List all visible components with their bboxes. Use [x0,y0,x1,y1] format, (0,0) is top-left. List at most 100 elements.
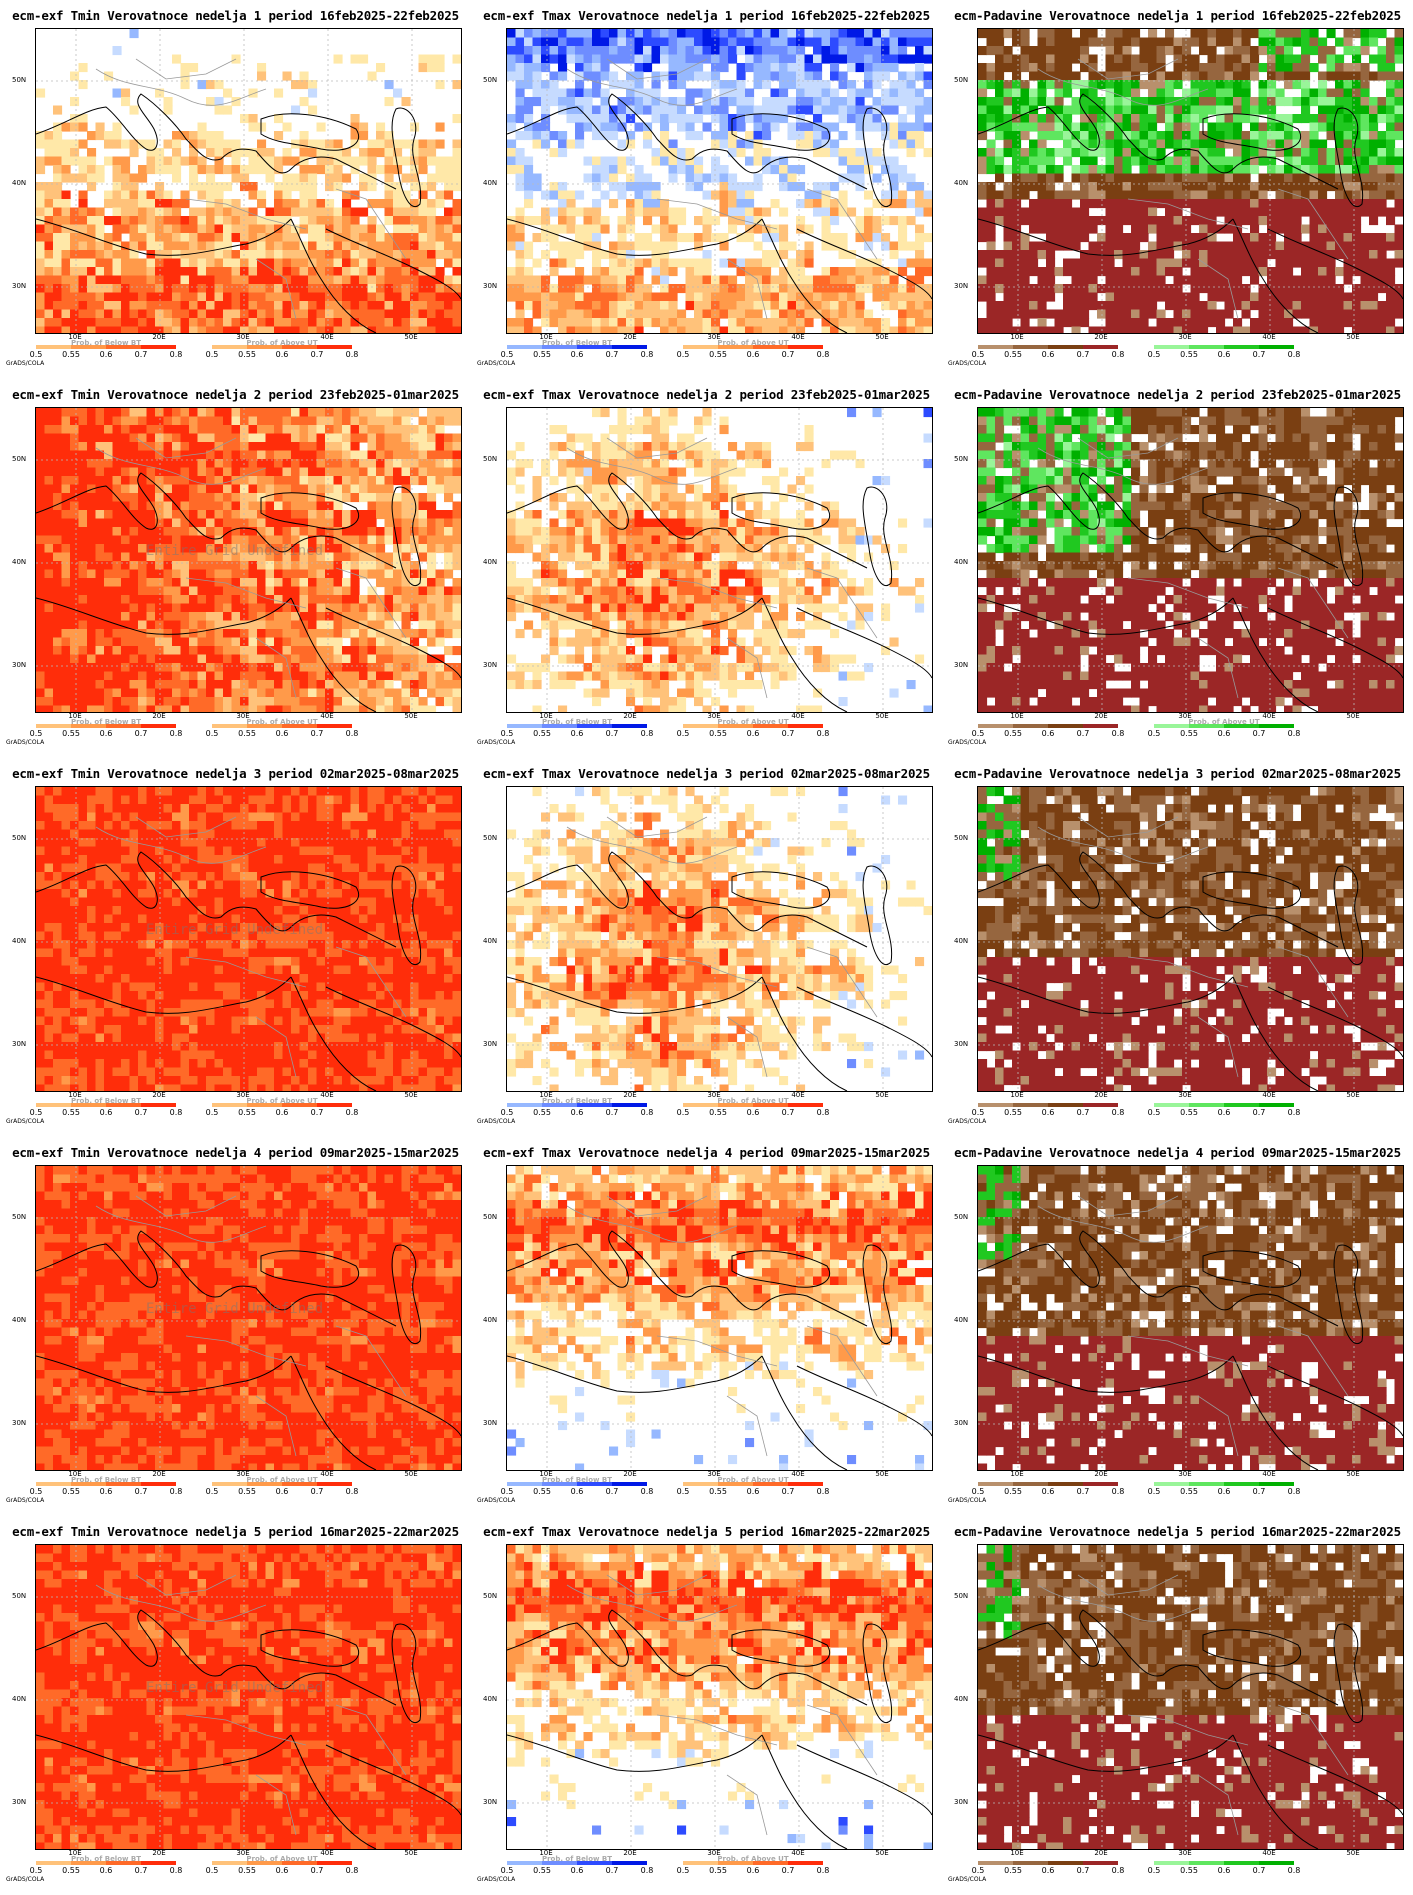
colorbar-swatch [141,1103,176,1107]
colorbar-tick: 0.55 [709,1487,727,1496]
country-border [1127,577,1249,609]
longitude-tick: 50E [1346,1470,1359,1478]
colorbar-right: Prob. of Above UT 0.5 0.55 0.6 0.7 0.8 [206,1097,359,1117]
coastline [1202,492,1301,530]
latitude-tick: 40N [483,179,497,187]
country-border [606,58,708,80]
colorbar-tick: 0.7 [606,350,619,359]
panel-title: ecm-exf Tmax Verovatnoce nedelja 2 perio… [471,387,942,402]
map-frame [506,1544,933,1850]
longitude-tick: 30E [707,1091,720,1099]
colorbar-swatch [1154,1482,1189,1486]
colorbar-swatch [577,1103,612,1107]
country-border [335,946,407,1018]
colorbar-tick: 0.6 [747,1866,760,1875]
colorbar-tick: 0.5 [206,1108,219,1117]
forecast-panel-precip: ecm-Padavine Verovatnoce nedelja 1 perio… [942,0,1413,379]
colorbar-swatch [1013,1482,1048,1486]
coastline [391,865,422,965]
grads-credit: GrADS/COLA [948,739,986,746]
colorbar-tick: 0.5 [206,1487,219,1496]
longitude-tick: 20E [1094,1470,1107,1478]
colorbar-swatch [141,345,176,349]
country-border [255,1016,297,1078]
longitude-tick: 40E [791,333,804,341]
colorbar-swatch [1083,1103,1118,1107]
colorbar-swatch [106,345,141,349]
latitude-tick: 30N [483,1040,497,1048]
longitude-tick: 50E [875,1091,888,1099]
colorbar-tick: 0.7 [135,729,148,738]
colorbar-tick: 0.7 [606,729,619,738]
colorbar-tick: 0.6 [571,350,584,359]
map-frame [35,28,462,334]
forecast-map-canvas [978,1166,1403,1470]
colorbar-tick: 0.55 [62,1866,80,1875]
coastline [391,1244,422,1344]
colorbar-right: Prob. of Above UT 0.5 0.55 0.6 0.7 0.8 [677,1097,830,1117]
colorbar-tick: 0.55 [1004,1866,1022,1875]
country-border [726,1016,768,1078]
colorbar-tick: 0.7 [1253,1487,1266,1496]
colorbar-tick: 0.8 [1288,1866,1301,1875]
coastline [862,865,893,965]
country-border [726,1395,768,1457]
country-border [95,447,267,485]
colorbar-left: 0.5 0.55 0.6 0.7 0.8 [972,1482,1124,1496]
colorbar-right: Prob. of Above UT 0.5 0.55 0.6 0.7 0.8 [677,1476,830,1496]
colorbar-tick: 0.6 [1218,1866,1231,1875]
colorbar-tick: 0.7 [1077,1487,1090,1496]
latitude-tick: 30N [12,1798,26,1806]
longitude-tick: 30E [236,1091,249,1099]
longitude-tick: 30E [1178,712,1191,720]
country-border [1127,1335,1249,1367]
latitude-tick: 40N [12,179,26,187]
longitude-tick: 20E [1094,712,1107,720]
panel-title: ecm-exf Tmin Verovatnoce nedelja 2 perio… [0,387,471,402]
colorbar-tick: 0.6 [747,350,760,359]
country-border [335,1704,407,1776]
colorbar-swatch [788,1482,823,1486]
colorbar-swatch [978,1103,1013,1107]
country-border [726,1774,768,1836]
colorbar-tick: 0.8 [1288,1108,1301,1117]
colorbar-swatch [247,1482,282,1486]
colorbar-left: Prob. of Below BT 0.5 0.55 0.6 0.7 0.8 [30,339,183,359]
colorbar-tick: 0.7 [1077,1866,1090,1875]
colorbar-tick: 0.6 [100,1487,113,1496]
coastline [978,597,1234,635]
coastline [260,113,359,151]
coastline [796,1744,932,1816]
latitude-tick: 30N [954,661,968,669]
colorbar-tick: 0.55 [238,729,256,738]
colorbar-swatch [683,345,718,349]
colorbar-title: Prob. of Below BT [507,1097,647,1105]
longitude-tick: 30E [1178,1470,1191,1478]
latitude-tick: 40N [954,937,968,945]
map-frame: Entire Grid Undefined [35,407,462,713]
coastline [1267,228,1403,300]
country-border [255,1774,297,1836]
country-border [1037,826,1209,864]
colorbar-tick: 0.8 [346,1487,359,1496]
country-border [1277,567,1349,639]
country-border [185,198,307,230]
latitude-tick: 50N [954,76,968,84]
country-border [1197,258,1239,320]
coastline [761,218,848,333]
latitude-tick: 30N [954,282,968,290]
colorbar-swatch [247,345,282,349]
colorbar-right: Prob. of Above UT 0.5 0.55 0.6 0.7 0.8 [677,1855,830,1875]
longitude-tick: 50E [875,712,888,720]
colorbar-swatch [1048,1103,1083,1107]
forecast-map-canvas [978,408,1403,712]
coastline [36,851,397,948]
latitude-tick: 30N [483,282,497,290]
colorbar-swatch [317,345,352,349]
longitude-tick: 50E [1346,712,1359,720]
grid-undefined-overlay: Entire Grid Undefined [146,922,323,938]
colorbar-swatch [1224,1861,1259,1865]
colorbar-right: Prob. of Above UT 0.5 0.55 0.6 0.7 0.8 [206,1476,359,1496]
colorbar-tick: 0.6 [276,350,289,359]
colorbar-tick: 0.5 [677,1108,690,1117]
